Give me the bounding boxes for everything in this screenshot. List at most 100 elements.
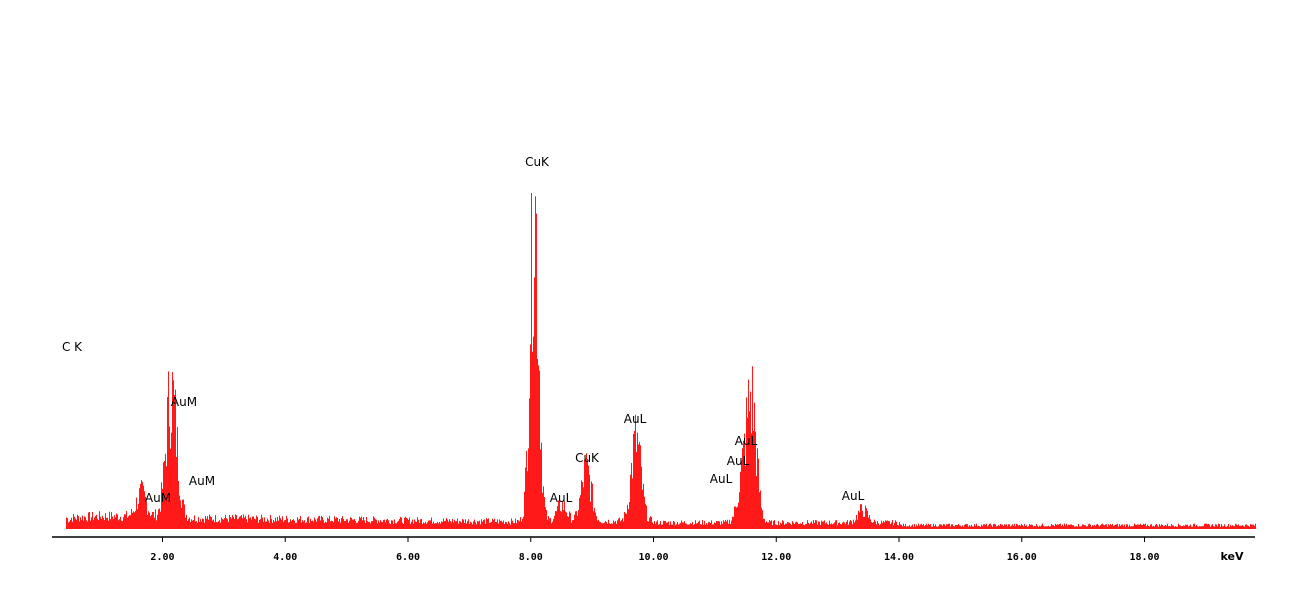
spectrum-bar [561, 511, 562, 529]
spectrum-bar [835, 520, 836, 529]
spectrum-bar [967, 524, 968, 529]
spectrum-bar [150, 516, 151, 529]
spectrum-bar [384, 519, 385, 529]
spectrum-bar [337, 518, 338, 529]
spectrum-bar [1230, 524, 1231, 529]
spectrum-bar [241, 515, 242, 529]
spectrum-bar [998, 525, 999, 529]
spectrum-bar [286, 515, 287, 529]
spectrum-bar [1172, 525, 1173, 529]
spectrum-bar [1129, 524, 1130, 529]
spectrum-bar [472, 524, 473, 529]
spectrum-bar [1027, 526, 1028, 529]
spectrum-bar [787, 521, 788, 529]
spectrum-bar [252, 516, 253, 529]
spectrum-bar [521, 521, 522, 529]
spectrum-bar [857, 519, 858, 529]
spectrum-bar [230, 517, 231, 529]
spectrum-bar [211, 517, 212, 529]
spectrum-bar [883, 520, 884, 529]
spectrum-bar [482, 521, 483, 529]
spectrum-bar [1050, 526, 1051, 529]
spectrum-bar [900, 524, 901, 529]
spectrum-bar [1193, 523, 1194, 529]
spectrum-bar [843, 521, 844, 529]
spectrum-bar [1083, 524, 1084, 529]
spectrum-bar [215, 514, 216, 529]
spectrum-bar [75, 518, 76, 529]
spectrum-bar [1125, 526, 1126, 529]
spectrum-bar [431, 517, 432, 529]
spectrum-bar [559, 499, 560, 529]
spectrum-bar [83, 520, 84, 529]
spectrum-bar [819, 521, 820, 529]
spectrum-bar [1167, 523, 1168, 529]
peak-label: AuL [550, 491, 573, 505]
spectrum-bar [375, 519, 376, 529]
spectrum-bar [1032, 524, 1033, 529]
spectrum-bar [1088, 524, 1089, 529]
spectrum-bar [405, 516, 406, 529]
spectrum-bar [504, 524, 505, 529]
spectrum-bar [490, 522, 491, 529]
spectrum-bar [172, 372, 173, 529]
spectrum-bar [880, 523, 881, 529]
spectrum-bar [85, 517, 86, 529]
spectrum-bar [980, 526, 981, 529]
spectrum-bar [1106, 524, 1107, 529]
spectrum-bar [541, 442, 542, 529]
spectrum-bar [104, 519, 105, 529]
spectrum-bar [616, 523, 617, 529]
spectrum-bar [578, 510, 579, 529]
spectrum-bar [1204, 523, 1205, 529]
spectrum-bar [679, 523, 680, 529]
spectrum-bar [1159, 524, 1160, 529]
spectrum-bar [396, 523, 397, 529]
spectrum-bar [226, 518, 227, 529]
spectrum-bar [508, 521, 509, 529]
spectrum-bar [752, 366, 753, 529]
spectrum-bar [290, 519, 291, 529]
spectrum-bar [773, 520, 774, 529]
spectrum-bar [262, 517, 263, 529]
spectrum-bar [280, 518, 281, 529]
spectrum-bar [823, 521, 824, 529]
spectrum-bar [1072, 525, 1073, 529]
spectrum-bar [807, 520, 808, 529]
spectrum-bar [291, 521, 292, 529]
spectrum-bar [175, 389, 176, 529]
spectrum-bar [673, 520, 674, 529]
spectrum-bar [742, 448, 743, 529]
spectrum-bar [402, 522, 403, 529]
spectrum-bar [1082, 524, 1083, 529]
spectrum-bar [994, 523, 995, 529]
spectrum-bar [221, 517, 222, 529]
peak-labels: C K AuM AuM AuM CuK AuL CuK AuL AuL AuL AuL AuL [62, 155, 865, 505]
spectrum-bar [178, 480, 179, 529]
spectrum-bar [981, 524, 982, 529]
spectrum-bar [449, 519, 450, 529]
spectrum-bar [614, 522, 615, 529]
spectrum-bar [613, 520, 614, 529]
spectrum-bar [475, 522, 476, 529]
spectrum-bar [761, 507, 762, 529]
spectrum-bar [131, 508, 132, 529]
spectrum-bar [964, 524, 965, 529]
spectrum-bar [766, 521, 767, 529]
spectrum-bar [545, 507, 546, 529]
spectrum-bar [1013, 525, 1014, 529]
spectrum-bar [321, 515, 322, 529]
spectrum-bar [427, 522, 428, 529]
spectrum-bar [233, 516, 234, 529]
spectrum-bar [466, 523, 467, 529]
spectrum-bar [630, 474, 631, 529]
spectrum-bar [523, 516, 524, 529]
spectrum-bar [982, 525, 983, 529]
spectrum-bar [1171, 523, 1172, 529]
spectrum-bar [643, 483, 644, 529]
spectrum-bar [263, 521, 264, 529]
spectrum-bar [1087, 526, 1088, 529]
spectrum-bar [325, 521, 326, 529]
spectrum-bar [1249, 526, 1250, 529]
spectrum-bar [224, 518, 225, 529]
